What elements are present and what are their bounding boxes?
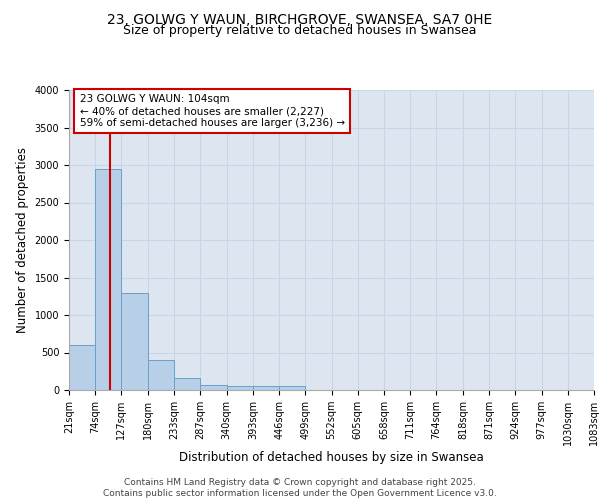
Bar	[148, 360, 174, 390]
Y-axis label: Number of detached properties: Number of detached properties	[16, 147, 29, 333]
Bar	[95, 169, 121, 390]
Bar	[279, 386, 305, 390]
Text: Size of property relative to detached houses in Swansea: Size of property relative to detached ho…	[123, 24, 477, 37]
Text: 23, GOLWG Y WAUN, BIRCHGROVE, SWANSEA, SA7 0HE: 23, GOLWG Y WAUN, BIRCHGROVE, SWANSEA, S…	[107, 12, 493, 26]
Bar	[253, 386, 279, 390]
Bar	[227, 386, 253, 390]
X-axis label: Distribution of detached houses by size in Swansea: Distribution of detached houses by size …	[179, 450, 484, 464]
Bar	[174, 378, 200, 390]
Bar	[121, 292, 148, 390]
Text: 23 GOLWG Y WAUN: 104sqm
← 40% of detached houses are smaller (2,227)
59% of semi: 23 GOLWG Y WAUN: 104sqm ← 40% of detache…	[79, 94, 344, 128]
Bar	[200, 385, 227, 390]
Bar	[69, 345, 95, 390]
Text: Contains HM Land Registry data © Crown copyright and database right 2025.
Contai: Contains HM Land Registry data © Crown c…	[103, 478, 497, 498]
